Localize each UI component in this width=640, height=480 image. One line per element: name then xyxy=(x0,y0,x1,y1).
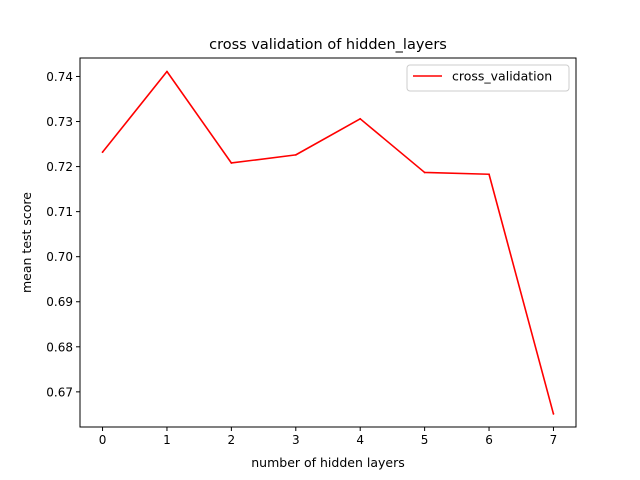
series-points xyxy=(101,70,555,415)
y-tick-label: 0.68 xyxy=(46,340,73,354)
x-tick-label: 4 xyxy=(356,433,364,447)
plot-frame xyxy=(79,57,577,428)
x-tick-label: 3 xyxy=(292,433,300,447)
data-point xyxy=(166,70,168,73)
x-tick-label: 1 xyxy=(163,433,171,447)
data-point xyxy=(552,413,555,415)
x-axis-ticks: 0 1 2 3 4 5 6 7 xyxy=(99,427,558,447)
y-tick-label: 0.67 xyxy=(46,385,73,399)
series-line-cross-validation xyxy=(101,70,555,415)
x-tick-label: 7 xyxy=(550,433,558,447)
x-tick-label: 2 xyxy=(228,433,236,447)
legend-label-cross-validation: cross_validation xyxy=(452,69,552,84)
data-point xyxy=(101,151,104,154)
y-axis-ticks: 0.67 0.68 0.69 0.70 0.71 0.72 0.73 0.74 xyxy=(46,70,80,399)
x-tick-label: 6 xyxy=(485,433,493,447)
y-tick-label: 0.72 xyxy=(46,160,73,174)
data-point xyxy=(488,173,490,176)
data-point xyxy=(294,153,297,156)
data-point xyxy=(359,117,362,120)
chart-title: cross validation of hidden_layers xyxy=(209,37,447,53)
y-tick-label: 0.70 xyxy=(46,250,73,264)
legend-box xyxy=(406,64,570,92)
y-tick-label: 0.74 xyxy=(46,70,73,84)
x-tick-label: 5 xyxy=(421,433,429,447)
legend: cross_validation xyxy=(406,64,570,92)
y-tick-label: 0.69 xyxy=(46,295,73,309)
y-axis-label: mean test score xyxy=(19,192,34,293)
y-tick-label: 0.73 xyxy=(46,115,73,129)
x-tick-label: 0 xyxy=(99,433,107,447)
y-tick-label: 0.71 xyxy=(46,205,73,219)
data-point xyxy=(423,171,426,174)
data-point xyxy=(230,162,233,164)
x-axis-label: number of hidden layers xyxy=(251,455,405,470)
